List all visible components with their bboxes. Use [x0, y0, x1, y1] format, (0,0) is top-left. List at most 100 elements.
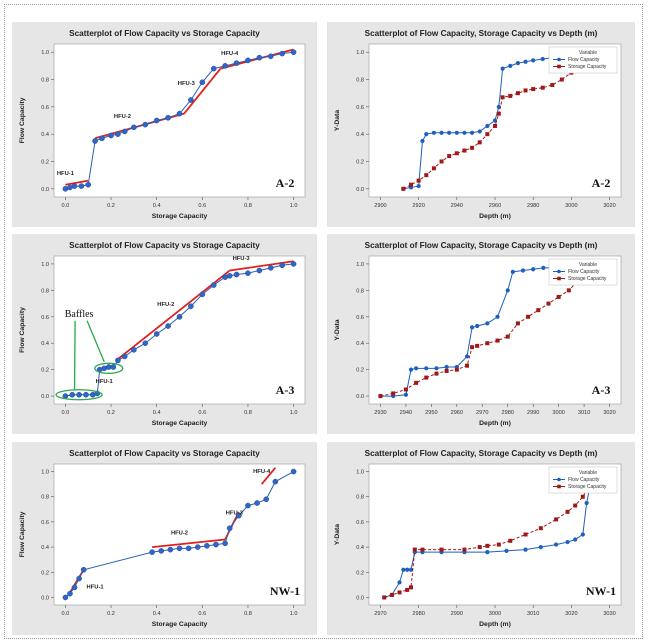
flow-capacity-point	[523, 59, 528, 64]
x-tick-label: 0.0	[62, 410, 70, 416]
storage-capacity-point	[565, 509, 570, 514]
storage-capacity-point	[397, 590, 402, 595]
y-tick-label: 0.6	[356, 520, 364, 526]
data-point	[76, 391, 82, 398]
flow-capacity-point	[424, 132, 429, 137]
plot-area	[53, 255, 306, 405]
x-tick-label: 0.0	[62, 203, 70, 209]
y-tick-label: 0.4	[41, 545, 49, 551]
y-tick-label: 0.8	[356, 495, 364, 501]
flow-capacity-point	[523, 547, 528, 552]
data-point	[167, 546, 174, 553]
storage-capacity-point	[439, 159, 444, 164]
legend-swatch-marker	[557, 484, 561, 489]
data-point	[165, 323, 171, 329]
baffle-ellipse	[55, 389, 103, 401]
legend-entry: Flow Capacity	[568, 477, 600, 483]
hfu-label: HFU-2	[157, 302, 174, 308]
storage-capacity-point	[420, 547, 425, 552]
x-tick-label: 3000	[552, 410, 564, 416]
flow-capacity-point	[531, 267, 536, 272]
x-tick-label: 3010	[527, 611, 539, 617]
storage-capacity-point	[409, 585, 413, 590]
x-tick-label: 0.2	[107, 611, 115, 617]
storage-capacity-point	[531, 87, 536, 92]
data-point	[210, 282, 217, 288]
flow-capacity-point	[444, 364, 449, 370]
x-tick-label: 0.8	[244, 611, 252, 617]
storage-capacity-point	[515, 321, 520, 326]
data-point	[272, 478, 279, 485]
storage-capacity-point	[477, 545, 482, 550]
data-point	[158, 548, 165, 554]
chart-nw1-depth: Scatterplot of Flow Capacity, Storage Ca…	[334, 449, 622, 628]
legend-swatch-marker	[557, 64, 561, 69]
x-tick-label: 2980	[527, 203, 539, 209]
storage-capacity-point	[439, 547, 444, 552]
x-tick-label: 2950	[425, 410, 437, 416]
well-label: A-3	[592, 383, 611, 397]
storage-capacity-point	[526, 314, 531, 319]
chart-panel-6: Scatterplot of Flow Capacity, Storage Ca…	[327, 442, 635, 635]
flow-capacity-point	[434, 366, 439, 371]
y-axis-label: Y-Data	[334, 110, 341, 131]
well-label: A-2	[592, 176, 611, 190]
data-point	[210, 65, 217, 72]
x-axis-label: Storage Capacity	[152, 420, 208, 427]
y-axis-label: Flow Capacity	[19, 97, 26, 143]
x-axis-label: Depth (m)	[479, 213, 511, 220]
y-tick-label: 0.2	[356, 570, 364, 576]
x-tick-label: 2960	[451, 410, 463, 416]
storage-capacity-point	[416, 178, 421, 183]
chart-a2-flow-vs-storage: Scatterplot of Flow Capacity vs Storage …	[19, 29, 306, 220]
y-tick-label: 0.8	[41, 288, 49, 294]
y-tick-label: 0.2	[41, 159, 49, 165]
hfu-label: HFU-1	[87, 585, 105, 591]
data-point	[188, 97, 194, 103]
legend-entry: Storage Capacity	[568, 64, 607, 70]
data-point	[233, 271, 240, 278]
x-tick-label: 1.0	[290, 410, 298, 416]
data-point	[176, 545, 183, 552]
x-tick-label: 0.6	[198, 611, 206, 617]
storage-capacity-point	[444, 368, 449, 373]
chart-title: Scatterplot of Flow Capacity vs Storage …	[69, 449, 260, 458]
x-tick-label: 0.0	[62, 611, 70, 617]
chart-title: Scatterplot of Flow Capacity, Storage Ca…	[365, 241, 598, 250]
y-tick-label: 0.0	[356, 394, 364, 400]
storage-capacity-point	[496, 542, 501, 547]
storage-capacity-point	[500, 95, 505, 100]
flow-capacity-point	[439, 130, 444, 135]
flow-capacity-point	[413, 366, 419, 371]
x-tick-label: 2900	[374, 203, 386, 209]
legend-swatch-marker	[557, 57, 561, 62]
flow-capacity-point	[424, 366, 429, 371]
flow-capacity-point	[573, 537, 578, 542]
x-tick-label: 2940	[400, 410, 412, 416]
y-tick-label: 0.4	[41, 341, 49, 347]
storage-capacity-point	[409, 182, 413, 187]
y-tick-label: 0.0	[356, 595, 364, 601]
chart-panel-4: Scatterplot of Flow Capacity, Storage Ca…	[327, 234, 635, 434]
baffle-arrow	[86, 320, 105, 362]
y-axis-label: Y-Data	[334, 319, 341, 340]
storage-capacity-point	[447, 154, 452, 159]
chart-panel-5: Scatterplot of Flow Capacity vs Storage …	[12, 442, 317, 635]
storage-capacity-point	[378, 394, 383, 399]
y-tick-label: 1.0	[41, 470, 49, 476]
data-point	[263, 496, 270, 503]
storage-capacity-point	[566, 288, 571, 293]
flow-capacity-point	[538, 544, 543, 550]
flow-capacity-point	[475, 323, 480, 329]
flow-capacity-point	[408, 567, 414, 572]
data-point	[213, 541, 219, 548]
flow-capacity-point	[515, 61, 521, 66]
flow-capacity-point	[495, 314, 500, 319]
data-point	[67, 590, 73, 597]
flow-capacity-point	[584, 500, 589, 506]
storage-capacity-point	[556, 294, 561, 299]
data-point	[245, 57, 251, 64]
y-axis-label: Y-Data	[334, 524, 341, 545]
storage-capacity-point	[508, 538, 513, 543]
flow-capacity-point	[464, 354, 470, 359]
